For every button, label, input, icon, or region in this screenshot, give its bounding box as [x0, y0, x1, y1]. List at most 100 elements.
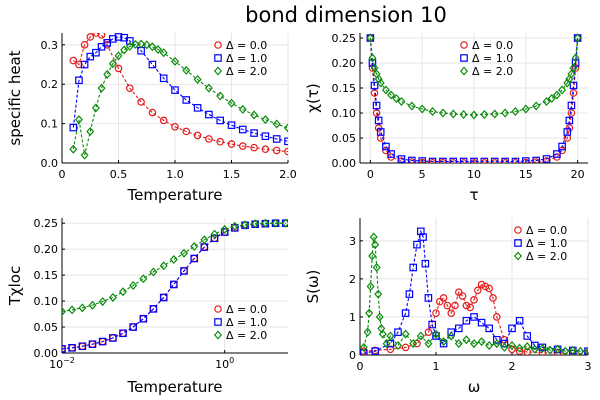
y-tick-label: 3 — [349, 235, 356, 248]
legend-marker — [214, 305, 222, 313]
data-point — [542, 96, 551, 107]
data-point — [261, 218, 270, 228]
data-point — [401, 343, 410, 352]
data-point — [409, 263, 418, 272]
data-point — [365, 308, 374, 318]
y-tick-label: 0.05 — [34, 321, 59, 334]
data-point — [131, 39, 140, 49]
x-axis-label: τ — [469, 186, 478, 204]
data-point — [532, 101, 541, 111]
data-point — [170, 56, 180, 66]
y-axis-label: specific heat — [6, 50, 24, 145]
data-point — [381, 85, 390, 95]
data-point — [118, 287, 127, 297]
data-point — [216, 137, 225, 146]
y-tick-label: 0.00 — [332, 157, 357, 170]
data-point — [501, 108, 510, 118]
data-point — [421, 259, 430, 268]
data-point — [394, 328, 402, 336]
figure-title: bond dimension 10 — [245, 3, 447, 27]
data-point — [469, 110, 479, 120]
data-point — [284, 147, 288, 156]
data-point — [78, 303, 87, 313]
data-point — [439, 337, 448, 347]
legend-marker — [213, 66, 223, 76]
data-point — [387, 150, 395, 158]
y-tick-label: 0 — [349, 349, 356, 362]
data-point — [103, 69, 112, 79]
data-point — [114, 33, 123, 41]
data-point — [193, 131, 202, 140]
data-point — [424, 339, 433, 349]
data-point — [382, 142, 390, 151]
y-tick-label: 0.2 — [41, 78, 59, 91]
data-point — [552, 90, 561, 100]
legend-label: Δ = 0.0 — [526, 224, 567, 237]
data-point — [501, 157, 509, 163]
data-point — [372, 262, 381, 272]
data-point — [149, 305, 158, 313]
data-point — [567, 109, 576, 117]
data-point — [103, 39, 112, 47]
data-point — [469, 339, 479, 349]
data-point — [220, 228, 229, 236]
data-point — [397, 96, 406, 107]
legend-label: Δ = 1.0 — [472, 52, 513, 65]
data-point — [462, 316, 471, 325]
data-point — [193, 104, 202, 112]
data-point — [408, 156, 416, 163]
data-point — [284, 137, 288, 146]
data-point — [428, 320, 437, 329]
data-point — [370, 63, 379, 73]
legend-label: Δ = 1.0 — [226, 52, 267, 65]
data-point — [507, 340, 517, 350]
data-point — [397, 155, 406, 163]
series-line — [369, 37, 579, 163]
data-point — [449, 157, 458, 163]
data-point — [522, 157, 530, 163]
x-tick-exponent: −2 — [63, 356, 75, 365]
data-point — [92, 33, 100, 37]
data-point — [154, 45, 163, 55]
data-point — [366, 281, 375, 292]
x-tick-label: 0 — [59, 168, 66, 181]
data-point — [62, 345, 66, 353]
legend-label: Δ = 2.0 — [226, 65, 267, 78]
x-tick-label: 2 — [509, 360, 516, 373]
legend: Δ = 0.0Δ = 1.0Δ = 2.0 — [213, 303, 267, 342]
x-tick-label: 3 — [585, 360, 592, 373]
data-point — [75, 60, 83, 69]
data-point — [98, 297, 107, 307]
legend-label: Δ = 1.0 — [526, 237, 567, 250]
data-point — [227, 98, 236, 108]
data-point — [413, 240, 421, 249]
data-point — [182, 65, 191, 75]
data-point — [480, 157, 489, 163]
legend: Δ = 0.0Δ = 1.0Δ = 2.0 — [459, 39, 513, 78]
data-point — [129, 280, 138, 291]
data-point — [521, 104, 530, 114]
y-tick-label: 0.20 — [332, 57, 357, 70]
data-point — [576, 346, 585, 355]
data-point — [86, 126, 95, 136]
legend: Δ = 0.0Δ = 1.0Δ = 2.0 — [513, 224, 567, 263]
y-tick-label: 1 — [349, 311, 356, 324]
data-point — [432, 332, 440, 340]
legend-marker — [514, 239, 522, 247]
y-tick-label: 0.3 — [41, 39, 59, 52]
data-point — [553, 344, 562, 354]
data-point — [86, 33, 95, 41]
data-point — [281, 218, 288, 228]
legend-marker — [214, 41, 222, 49]
data-point — [204, 83, 213, 93]
data-point — [405, 290, 414, 298]
y-tick-label: 0.00 — [34, 347, 59, 360]
data-point — [435, 297, 444, 306]
data-point — [369, 232, 378, 242]
data-point — [462, 335, 471, 345]
data-point — [368, 53, 377, 63]
data-point — [205, 110, 213, 119]
data-point — [193, 74, 202, 84]
data-point — [142, 40, 151, 50]
